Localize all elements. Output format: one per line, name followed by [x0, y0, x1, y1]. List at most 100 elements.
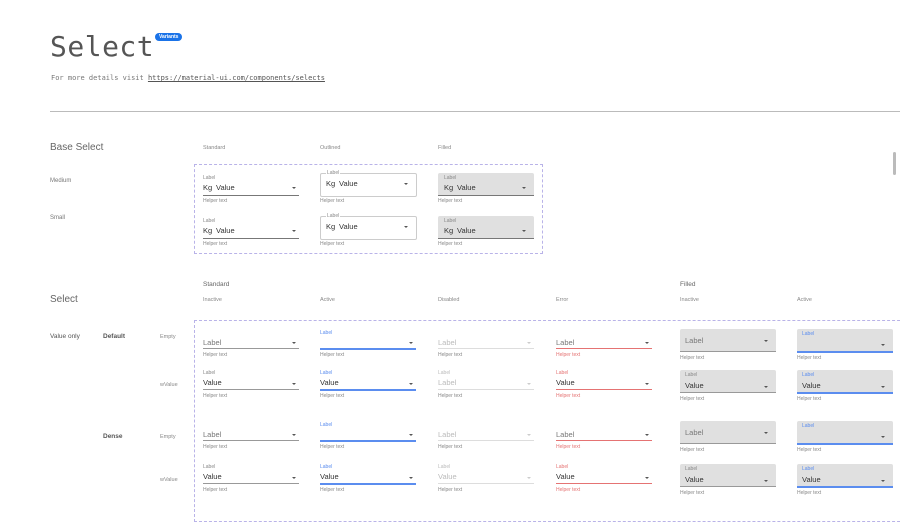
chevron-down-icon — [881, 436, 885, 438]
select-filled-active-default-empty[interactable]: Label Helper text — [797, 321, 893, 361]
select-outlined-medium[interactable]: Label Kg Value Helper text — [320, 165, 417, 205]
chevron-down-icon — [645, 342, 649, 344]
field-label: Label — [320, 464, 333, 470]
select-filled-inactive-dense-wvalue[interactable]: Label Value Helper text — [680, 456, 776, 496]
select-filled-inactive-dense-empty[interactable]: Label Helper text — [680, 413, 776, 453]
field-placeholder: Label — [203, 430, 222, 439]
select-inactive-default-empty[interactable]: Label Helper text — [203, 318, 299, 358]
group-filled: Filled — [680, 281, 696, 288]
chevron-down-icon — [527, 342, 531, 344]
underline — [203, 348, 299, 349]
helper-text: Helper text — [320, 198, 345, 204]
field-value: Value — [556, 472, 575, 481]
helper-text: Helper text — [203, 487, 228, 493]
select-disabled-dense-empty: Label Helper text — [438, 410, 534, 450]
select-standard-medium[interactable]: Label Kg Value Helper text — [203, 165, 299, 205]
field-value: Value — [802, 381, 821, 390]
select-active-default-wvalue[interactable]: Label Value Helper text — [320, 359, 416, 399]
select-active-default-empty[interactable]: Label Helper text — [320, 318, 416, 358]
base-variants-frame — [194, 164, 543, 254]
underline — [556, 483, 652, 484]
field-placeholder: Label — [685, 336, 704, 345]
select-active-dense-empty[interactable]: Label Helper text — [320, 410, 416, 450]
row-medium: Medium — [50, 178, 72, 184]
field-label: Label — [203, 175, 216, 181]
underline — [203, 440, 299, 441]
underline — [556, 348, 652, 349]
field-label: Label — [203, 218, 216, 224]
select-error-dense-wvalue[interactable]: Label Value Helper text — [556, 453, 652, 493]
chevron-down-icon — [764, 386, 768, 388]
scrollbar[interactable] — [893, 152, 896, 175]
filled-bg — [680, 421, 776, 443]
select-disabled-dense-wvalue: Label Value Helper text — [438, 453, 534, 493]
chevron-down-icon — [881, 386, 885, 388]
field-value: Value — [339, 222, 358, 231]
select-filled-medium[interactable]: Label Kg Value Helper text — [438, 165, 534, 205]
chevron-down-icon — [292, 383, 296, 385]
chevron-down-icon — [881, 480, 885, 482]
helper-text: Helper text — [680, 447, 705, 453]
select-filled-inactive-default-empty[interactable]: Label Helper text — [680, 321, 776, 361]
chevron-down-icon — [409, 477, 413, 479]
field-label: Label — [556, 464, 569, 470]
filled-bg — [680, 370, 776, 392]
field-placeholder: Label — [438, 338, 457, 347]
filled-bg — [438, 173, 534, 195]
helper-text: Helper text — [438, 241, 463, 247]
field-value: Value — [438, 472, 457, 481]
select-active-dense-wvalue[interactable]: Label Value Helper text — [320, 453, 416, 493]
field-value: Label — [438, 378, 457, 387]
chevron-down-icon — [409, 434, 413, 436]
underline — [438, 348, 534, 349]
select-inactive-default-wvalue[interactable]: Label Value Helper text — [203, 359, 299, 399]
underline — [203, 389, 299, 390]
chevron-down-icon — [527, 477, 531, 479]
chevron-down-icon — [645, 477, 649, 479]
docs-link[interactable]: https://material-ui.com/components/selec… — [147, 74, 325, 82]
chevron-down-icon — [522, 187, 526, 189]
select-error-dense-empty[interactable]: Label Helper text — [556, 410, 652, 450]
field-label: Label — [802, 372, 815, 378]
helper-text: Helper text — [556, 444, 581, 450]
helper-text: Helper text — [438, 444, 463, 450]
divider — [50, 111, 900, 112]
underline — [320, 348, 416, 350]
underline — [680, 392, 776, 393]
select-outlined-small[interactable]: Label Kg Value Helper text — [320, 208, 417, 248]
chevron-down-icon — [292, 187, 296, 189]
base-select-title: Base Select — [50, 142, 104, 153]
subtitle: For more details visit https://material-… — [51, 74, 325, 82]
underline — [438, 238, 534, 239]
helper-text: Helper text — [556, 352, 581, 358]
row-group-value-only: Value only — [50, 333, 80, 340]
row-state-wvalue: wValue — [160, 477, 178, 483]
select-inactive-dense-empty[interactable]: Label Helper text — [203, 410, 299, 450]
select-filled-active-dense-empty[interactable]: Label Helper text — [797, 413, 893, 453]
underline — [320, 440, 416, 442]
helper-text: Helper text — [797, 396, 822, 402]
underline — [203, 483, 299, 484]
select-filled-active-dense-wvalue[interactable]: Label Value Helper text — [797, 456, 893, 496]
select-error-default-wvalue[interactable]: Label Value Helper text — [556, 359, 652, 399]
select-standard-small[interactable]: Label Kg Value Helper text — [203, 208, 299, 248]
select-filled-inactive-default-wvalue[interactable]: Label Value Helper text — [680, 362, 776, 402]
field-label: Label — [203, 370, 216, 376]
helper-text: Helper text — [438, 352, 463, 358]
col-inactive: Inactive — [680, 297, 699, 303]
select-filled-active-default-wvalue[interactable]: Label Value Helper text — [797, 362, 893, 402]
field-label: Label — [320, 330, 333, 336]
select-error-default-empty[interactable]: Label Helper text — [556, 318, 652, 358]
chevron-down-icon — [522, 230, 526, 232]
helper-text: Helper text — [680, 355, 705, 361]
group-standard: Standard — [203, 281, 230, 288]
field-label: Label — [802, 331, 815, 337]
select-inactive-dense-wvalue[interactable]: Label Value Helper text — [203, 453, 299, 493]
chevron-down-icon — [764, 480, 768, 482]
underline — [556, 440, 652, 441]
density-default: Default — [103, 333, 126, 340]
helper-text: Helper text — [203, 352, 228, 358]
select-filled-small[interactable]: Label Kg Value Helper text — [438, 208, 534, 248]
prefix: Kg — [444, 226, 454, 235]
field-value: Value — [457, 226, 476, 235]
